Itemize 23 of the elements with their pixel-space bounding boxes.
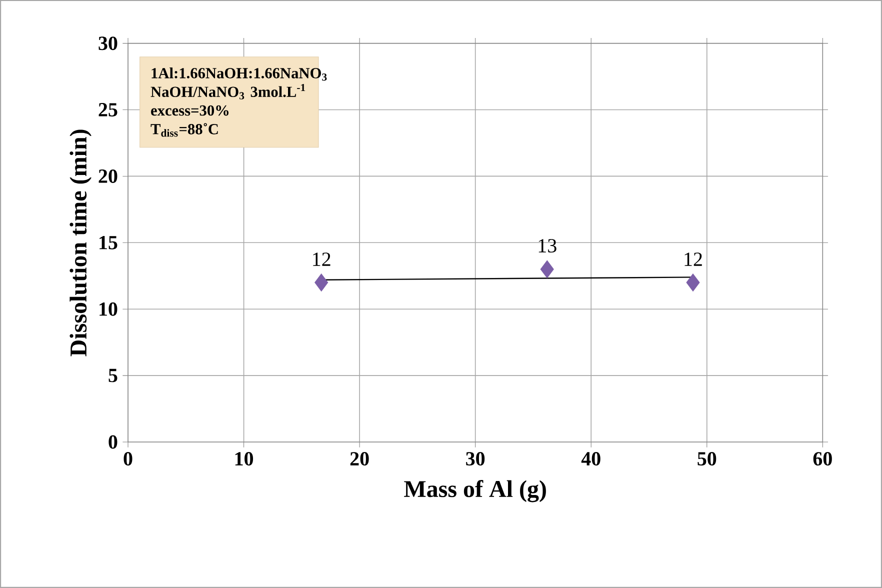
- x-axis-title: Mass of Al (g): [404, 480, 546, 502]
- x-tick-label: 10: [235, 452, 254, 466]
- y-tick-label: 30: [98, 36, 118, 50]
- y-tick-label: 5: [108, 368, 118, 382]
- x-tick-label: 50: [698, 452, 716, 466]
- annotation: T$_{diss}$=88˚C: [150, 123, 218, 137]
- data-label: 13: [538, 239, 556, 253]
- data-label: 12: [313, 252, 330, 266]
- y-tick-label: 20: [98, 169, 118, 183]
- y-axis-title: Dissolution time (min): [70, 130, 92, 356]
- x-tick-label: 0: [124, 452, 132, 466]
- y-tick-label: 25: [98, 103, 118, 116]
- annotation: NaOH/NaNO$_{3}$ 3mol.L$^{-1}$: [150, 84, 306, 100]
- annotation: 1Al:1.66NaOH:1.66NaNO$_{3}$: [152, 68, 327, 81]
- data-label: 12: [684, 252, 702, 266]
- x-tick-label: 40: [581, 452, 600, 466]
- y-tick-label: 10: [100, 302, 118, 316]
- x-tick-label: 20: [350, 452, 369, 466]
- x-tick-label: 60: [813, 452, 832, 466]
- x-tick-label: 30: [466, 452, 485, 466]
- y-tick-label: 0: [108, 435, 118, 449]
- y-tick-label: 15: [100, 236, 118, 250]
- annotation: excess=30%: [151, 105, 228, 116]
